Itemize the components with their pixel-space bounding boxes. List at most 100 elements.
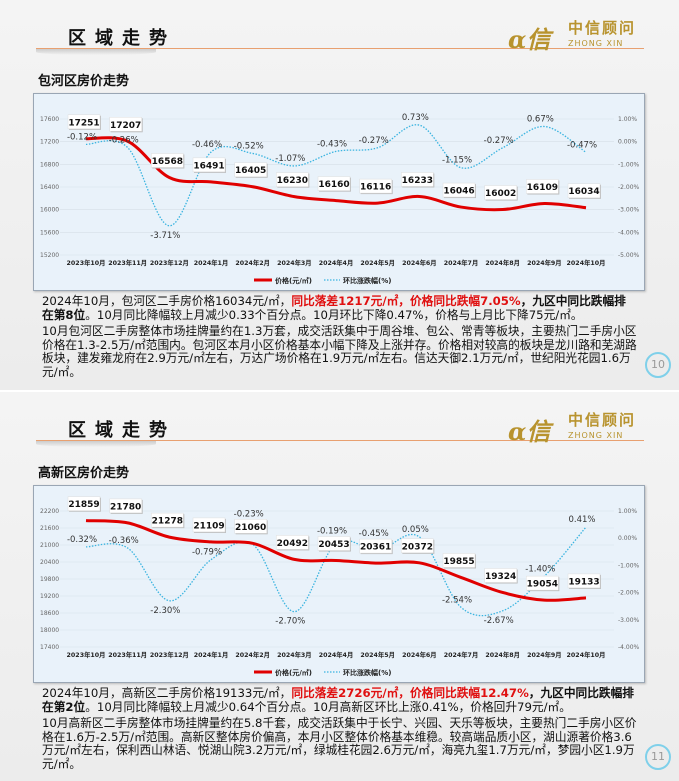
price-label-box: [567, 183, 601, 198]
price-label-box: [484, 185, 517, 200]
logo-mark-icon: ɑ信: [508, 417, 551, 446]
y-right-tick-label: -1.00%: [618, 161, 640, 168]
summary-rank: ，九区中同比跌幅排在第2位: [42, 686, 634, 714]
price-data-label: 16109: [527, 183, 558, 193]
price-data-label: 16568: [152, 157, 183, 167]
x-tick-label: 2024年7月: [444, 650, 479, 659]
y-left-tick-label: 20400: [40, 559, 59, 566]
y-left-tick-label: 16400: [40, 184, 59, 191]
summary-text-2: 。10月同比降幅较上月减少0.64个百分点。10月高新区环比上涨0.41%，价格…: [85, 699, 571, 714]
x-tick-label: 2024年10月: [567, 650, 606, 659]
x-tick-label: 2024年8月: [485, 258, 520, 267]
chart-subtitle: 包河区房价走势: [38, 74, 130, 89]
slide-baohe: 区域走势 ɑ信 中信顾问 ZHONG XIN 包河区房价走势 17600 1720…: [0, 0, 679, 390]
price-chart: 22200 21600 21000 20400 19800 19200 18600 18000…: [33, 485, 645, 683]
price-label-box: [401, 538, 434, 554]
price-data-label: 20453: [318, 540, 349, 550]
mom-data-label: -3.71%: [150, 231, 180, 241]
mom-data-label: -0.27%: [359, 136, 389, 146]
x-tick-label: 2023年12月: [150, 650, 189, 659]
price-label-box: [442, 182, 476, 198]
mom-data-label: -1.15%: [442, 156, 472, 166]
price-data-label: 20372: [402, 542, 433, 552]
header-divider: [36, 48, 644, 49]
summary-text: 2024年10月，包河区二手房价格16034元/㎡，: [42, 294, 292, 308]
price-line: [85, 136, 587, 212]
y-left-tick-label: 22200: [40, 508, 59, 515]
y-left-tick-label: 19200: [40, 593, 59, 600]
chart-subtitle: 高新区房价走势: [38, 466, 130, 481]
mom-data-label: -0.47%: [567, 140, 597, 150]
x-tick-label: 2024年5月: [360, 650, 395, 659]
y-right-tick-label: 0.00%: [618, 139, 637, 146]
legend-price-label: 价格(元/㎡): [275, 668, 312, 677]
price-label-box: [526, 575, 559, 591]
summary-rank: ，九区中同比跌幅排在第8位: [42, 294, 626, 322]
price-label-box: [192, 157, 226, 173]
page-number: 11: [645, 744, 671, 770]
x-tick-label: 2024年1月: [194, 258, 229, 267]
mom-data-label: -2.54%: [442, 595, 472, 605]
legend-mom-label: 环比涨跌幅(%): [343, 668, 391, 677]
price-data-label: 19855: [443, 557, 474, 567]
mom-data-label: -1.40%: [525, 564, 555, 574]
summary-text-2: 。10月同比降幅较上月减少0.33个百分点。10月环比下降0.47%，价格与上月…: [85, 307, 583, 322]
x-tick-label: 2024年2月: [235, 258, 270, 267]
y-left-tick-label: 18000: [40, 627, 59, 634]
y-right-tick-label: 1.00%: [618, 508, 637, 515]
mom-data-label: -0.26%: [109, 136, 139, 146]
mom-data-label: -0.79%: [192, 548, 222, 558]
price-data-label: 16405: [235, 166, 266, 176]
detail-paragraph: 10月包河区二手房整体市场挂牌量约在1.3万套，成交活跃集中于周谷堆、包公、常青…: [42, 324, 637, 379]
legend-mom-label: 环比涨跌幅(%): [343, 276, 391, 285]
y-left-tick-label: 15200: [40, 252, 59, 259]
y-right-tick-label: -5.00%: [618, 252, 640, 259]
y-left-tick-label: 21600: [40, 525, 59, 532]
summary-highlight: 同比落差2726元/㎡，价格同比跌幅12.47%: [291, 686, 529, 700]
detail-paragraph: 10月高新区二手房整体市场挂牌量约在5.8千套，成交活跃集中于长宁、兴园、天乐等…: [42, 716, 637, 771]
x-tick-label: 2024年6月: [402, 258, 437, 267]
mom-data-label: -0.32%: [67, 535, 97, 545]
price-label-box: [109, 117, 142, 132]
price-label-box: [359, 538, 392, 554]
x-tick-label: 2024年6月: [402, 650, 437, 659]
x-tick-label: 2024年3月: [277, 258, 312, 267]
price-data-label: 21060: [235, 523, 266, 533]
logo-en: ZHONG XIN: [568, 431, 624, 440]
price-data-label: 21859: [68, 500, 99, 510]
price-data-label: 16116: [360, 183, 391, 193]
price-data-label: 16034: [568, 187, 599, 197]
price-label-box: [67, 114, 101, 130]
x-tick-label: 2024年7月: [444, 258, 479, 267]
price-data-label: 21109: [193, 521, 224, 531]
logo: ɑ信 中信顾问 ZHONG XIN: [508, 19, 648, 55]
price-data-label: 20361: [360, 543, 391, 553]
text-area: 2024年10月，包河区二手房价格16034元/㎡，同比落差1217元/㎡，价格…: [42, 294, 637, 379]
y-left-tick-label: 16800: [40, 161, 59, 168]
summary-paragraph: 2024年10月，高新区二手房价格19133元/㎡，同比落差2726元/㎡，价格…: [42, 686, 637, 714]
mom-data-label: -2.70%: [275, 617, 305, 627]
x-tick-label: 2024年8月: [485, 650, 520, 659]
price-data-label: 16160: [318, 180, 349, 190]
logo-mark-icon: ɑ信: [508, 25, 551, 54]
header-shadow: [36, 49, 156, 55]
x-tick-label: 2024年4月: [319, 258, 354, 267]
price-label-box: [401, 172, 434, 187]
x-tick-label: 2023年10月: [67, 650, 106, 659]
logo-cn: 中信顾问: [568, 19, 637, 37]
price-data-label: 20492: [277, 539, 308, 549]
y-right-tick-label: 0.00%: [618, 535, 637, 542]
y-right-tick-label: -4.00%: [618, 644, 640, 651]
y-right-tick-label: -3.00%: [618, 617, 640, 624]
mom-data-label: -2.30%: [150, 606, 180, 616]
price-chart-svg: 22200 21600 21000 20400 19800 19200 18600 18000…: [40, 496, 640, 677]
header-shadow: [36, 441, 156, 447]
x-tick-label: 2024年9月: [527, 258, 562, 267]
price-label-box: [234, 519, 267, 534]
y-right-tick-label: -1.00%: [618, 562, 640, 569]
price-label-box: [567, 573, 601, 589]
y-right-tick-label: -2.00%: [618, 184, 640, 191]
y-left-tick-label: 17200: [40, 139, 59, 146]
price-label-box: [526, 179, 559, 194]
summary-highlight: 同比落差1217元/㎡，价格同比跌幅7.05%: [291, 294, 521, 308]
